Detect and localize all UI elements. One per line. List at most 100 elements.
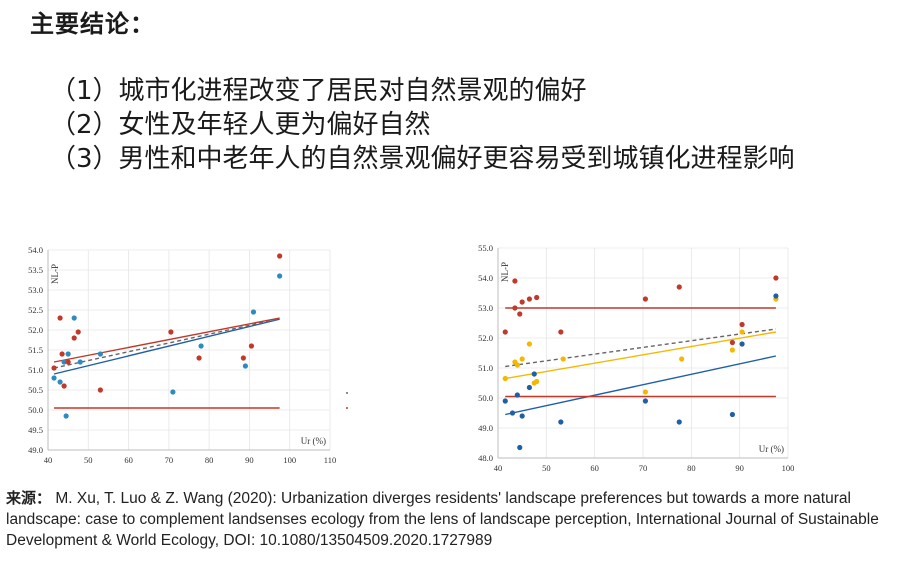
x-axis-title: Ur (%) bbox=[301, 436, 326, 446]
y-tick-label: 50.5 bbox=[28, 385, 43, 395]
data-point-female bbox=[97, 387, 103, 393]
data-point-t bbox=[519, 299, 525, 305]
data-point-m bbox=[560, 356, 566, 362]
data-point-m bbox=[519, 356, 525, 362]
x-tick-label: 40 bbox=[44, 455, 53, 465]
data-point-s bbox=[517, 444, 523, 451]
y-tick-label: 51.5 bbox=[28, 345, 43, 355]
data-point-female bbox=[248, 343, 255, 349]
data-point-male bbox=[71, 315, 77, 321]
data-point-female bbox=[59, 351, 65, 357]
gender-scatter-chart: 49.0 49.5 50.0 50.5 51.0 51.5 52.0 52.5 53.0 53.5… bbox=[18, 240, 395, 472]
data-point-t bbox=[526, 296, 533, 302]
x-tick-label: 40 bbox=[494, 463, 503, 472]
data-point-t bbox=[729, 339, 736, 346]
page-heading: 主要结论： bbox=[30, 10, 155, 38]
data-point-s bbox=[519, 413, 525, 419]
data-point-male bbox=[77, 359, 83, 365]
data-point-male bbox=[97, 351, 103, 357]
x-tick-label: 60 bbox=[124, 455, 133, 465]
data-point-male bbox=[170, 389, 176, 395]
data-point-s bbox=[773, 293, 779, 299]
age-scatter-svg: 48.0 49.0 50.0 51.0 52.0 53.0 54.0 55.0 40 50 60 70… bbox=[478, 243, 853, 473]
trend-line bbox=[53, 317, 280, 363]
data-point-s bbox=[642, 398, 649, 404]
y-tick-label: 49.5 bbox=[28, 425, 43, 435]
data-point-male bbox=[250, 309, 257, 315]
data-point-female bbox=[277, 253, 283, 259]
data-point-female bbox=[61, 383, 67, 389]
trend-line bbox=[505, 355, 777, 416]
data-point-male bbox=[61, 359, 67, 365]
y-tick-label: 49.0 bbox=[478, 423, 493, 433]
y-axis-title: NL-P bbox=[50, 264, 60, 284]
y-axis-title: NL-P bbox=[500, 262, 510, 282]
x-tick-label: 90 bbox=[245, 455, 254, 465]
y-tick-label: 54.0 bbox=[28, 245, 43, 255]
conclusion-item-1: （1）城市化进程改变了居民对自然景观的偏好 bbox=[50, 76, 587, 106]
data-point-m bbox=[729, 347, 736, 353]
x-tick-label: 90 bbox=[735, 463, 744, 472]
x-tick-label: 60 bbox=[590, 463, 599, 472]
x-axis-title: Ur (%) bbox=[759, 444, 784, 454]
data-point-s bbox=[676, 419, 682, 425]
y-tick-label: 55.0 bbox=[478, 243, 493, 253]
conclusion-item-2: （2）女性及年轻人更为偏好自然 bbox=[50, 110, 431, 140]
x-tick-label: 50 bbox=[84, 455, 93, 465]
source-label: 来源： bbox=[6, 489, 52, 507]
data-point-male bbox=[65, 351, 71, 357]
y-tick-label: 50.0 bbox=[28, 405, 43, 415]
data-point-s bbox=[739, 341, 745, 347]
data-point-t bbox=[676, 284, 682, 290]
y-tick-label: 48.0 bbox=[478, 453, 493, 463]
data-point-m bbox=[642, 389, 649, 395]
y-tick-label: 50.0 bbox=[478, 393, 493, 403]
x-tick-label: 100 bbox=[283, 455, 296, 465]
data-point-t bbox=[773, 275, 779, 281]
data-point-t bbox=[534, 294, 540, 301]
data-point-m bbox=[739, 329, 745, 335]
data-point-female bbox=[57, 315, 63, 321]
y-tick-label: 53.0 bbox=[478, 303, 493, 313]
y-tick-label: 53.0 bbox=[28, 285, 43, 295]
data-point-female bbox=[196, 355, 202, 361]
y-tick-label: 52.0 bbox=[28, 325, 43, 335]
y-tick-label: 51.0 bbox=[478, 363, 493, 373]
data-point-female bbox=[240, 355, 246, 361]
data-point-s bbox=[514, 392, 520, 398]
data-point-s bbox=[531, 371, 537, 377]
data-point-s bbox=[558, 419, 564, 425]
data-point-m bbox=[679, 356, 685, 362]
data-point-female bbox=[75, 329, 81, 335]
data-point-t bbox=[512, 305, 518, 311]
data-point-male bbox=[277, 273, 283, 279]
data-point-female bbox=[65, 359, 71, 365]
x-tick-label: 100 bbox=[782, 463, 795, 472]
data-point-m bbox=[514, 362, 520, 368]
y-tick-label: 53.5 bbox=[28, 265, 43, 275]
x-tick-label: 80 bbox=[687, 463, 696, 472]
data-point-m bbox=[534, 378, 540, 385]
data-point-male bbox=[63, 413, 69, 419]
data-point-t bbox=[502, 329, 508, 335]
x-tick-label: 70 bbox=[165, 455, 174, 465]
y-tick-label: 52.5 bbox=[28, 305, 43, 315]
data-point-s bbox=[729, 411, 736, 418]
x-tick-label: 80 bbox=[205, 455, 214, 465]
data-point-male bbox=[57, 379, 63, 385]
data-point-male bbox=[198, 343, 204, 349]
x-tick-label: 110 bbox=[324, 455, 336, 465]
data-point-m bbox=[526, 341, 533, 347]
data-point-m bbox=[502, 375, 508, 382]
conclusions-list: （1）城市化进程改变了居民对自然景观的偏好 （2）女性及年轻人更为偏好自然 （3… bbox=[50, 74, 795, 176]
data-point-female bbox=[51, 365, 57, 371]
y-tick-label: 52.0 bbox=[478, 333, 493, 343]
trend-line bbox=[505, 331, 777, 380]
y-tick-label: 49.0 bbox=[28, 445, 43, 455]
data-point-t bbox=[558, 329, 564, 335]
trend-line bbox=[53, 318, 280, 369]
trend-line bbox=[53, 318, 280, 375]
data-point-t bbox=[739, 321, 745, 328]
age-scatter-chart: 48.0 49.0 50.0 51.0 52.0 53.0 54.0 55.0 40 50 60 70… bbox=[466, 240, 853, 473]
trend-line bbox=[505, 328, 777, 368]
